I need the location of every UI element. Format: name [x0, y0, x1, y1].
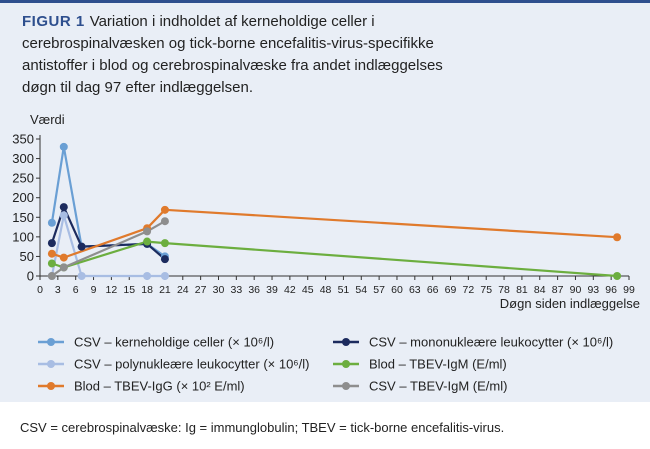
figure-panel: FIGUR 1 Variation i indholdet af kernehol…: [0, 0, 650, 402]
y-tick-label: 100: [12, 229, 34, 244]
y-tick-label: 350: [12, 132, 34, 147]
data-point: [143, 227, 152, 236]
x-axis-label: Døgn siden indlæggelse: [500, 296, 640, 311]
x-tick-label: 42: [284, 284, 296, 296]
data-point: [59, 203, 68, 212]
legend-item: Blod – TBEV-IgM (E/ml): [333, 357, 507, 372]
x-tick-label: 27: [195, 284, 207, 296]
data-point: [160, 272, 169, 280]
x-tick-label: 87: [552, 284, 564, 296]
legend-swatch-marker: [342, 360, 350, 368]
x-tick-label: 36: [248, 284, 260, 296]
data-point: [77, 272, 86, 280]
x-tick-label: 54: [355, 284, 367, 296]
figure-title-text: Variation i indholdet af kerneholdige ce…: [22, 13, 443, 96]
data-point: [59, 253, 68, 262]
legend-item: CSV – mononukleære leukocytter (× 10⁶/l): [333, 335, 613, 350]
x-tick-label: 78: [498, 284, 510, 296]
legend-swatch-marker: [47, 382, 55, 390]
legend-swatch-marker: [47, 360, 55, 368]
data-point: [47, 218, 56, 227]
legend-swatch-marker: [47, 338, 55, 346]
x-tick-label: 6: [73, 284, 79, 296]
x-tick-label: 84: [534, 284, 546, 296]
x-tick-label: 66: [427, 284, 439, 296]
data-point: [160, 205, 169, 214]
x-tick-label: 9: [91, 284, 97, 296]
x-tick-label: 21: [159, 284, 171, 296]
data-point: [160, 217, 169, 226]
x-tick-label: 12: [106, 284, 118, 296]
legend-label: CSV – kerneholdige celler (× 10⁶/l): [74, 335, 274, 350]
x-tick-label: 57: [373, 284, 385, 296]
data-point: [47, 259, 56, 268]
y-tick-label: 50: [20, 249, 34, 264]
x-tick-label: 93: [587, 284, 599, 296]
legend-label: CSV – TBEV-IgM (E/ml): [369, 379, 507, 394]
data-point: [47, 239, 56, 248]
legend-swatch-marker: [342, 338, 350, 346]
y-tick-label: 0: [27, 269, 34, 284]
y-tick-label: 250: [12, 171, 34, 186]
x-tick-label: 60: [391, 284, 403, 296]
data-point: [613, 272, 622, 280]
legend-label: Blod – TBEV-IgM (E/ml): [369, 357, 507, 372]
legend-item: CSV – polynukleære leukocytter (× 10⁶/l): [38, 357, 310, 372]
data-point: [613, 233, 622, 242]
data-point: [143, 272, 152, 280]
x-tick-label: 51: [338, 284, 350, 296]
x-tick-label: 33: [230, 284, 242, 296]
y-tick-label: 150: [12, 210, 34, 225]
x-tick-label: 39: [266, 284, 278, 296]
x-tick-label: 3: [55, 284, 61, 296]
legend-item: CSV – kerneholdige celler (× 10⁶/l): [38, 335, 274, 350]
data-point: [47, 249, 56, 258]
figure-label: FIGUR 1: [22, 13, 85, 30]
legend-label: CSV – mononukleære leukocytter (× 10⁶/l): [369, 335, 613, 350]
series-line-4: [51, 240, 618, 278]
x-tick-label: 0: [37, 284, 43, 296]
x-tick-label: 48: [320, 284, 332, 296]
figure-title: FIGUR 1 Variation i indholdet af kernehol…: [22, 11, 447, 99]
legend-label: CSV – polynukleære leukocytter (× 10⁶/l): [74, 357, 310, 372]
figure-footnote: CSV = cerebrospinalvæske: Ig = immunglob…: [20, 420, 505, 435]
x-tick-label: 24: [177, 284, 189, 296]
y-axis-label: Værdi: [30, 112, 65, 127]
data-point: [160, 255, 169, 264]
series-line-5: [51, 208, 618, 259]
y-tick-label: 300: [12, 151, 34, 166]
legend-item: Blod – TBEV-IgG (× 10² E/ml): [38, 379, 245, 394]
series-line-6: [51, 220, 166, 277]
data-point: [59, 263, 68, 272]
data-point: [47, 272, 56, 280]
x-tick-label: 72: [463, 284, 475, 296]
legend-item: CSV – TBEV-IgM (E/ml): [333, 379, 507, 394]
legend-swatch-marker: [342, 382, 350, 390]
x-tick-label: 90: [570, 284, 582, 296]
x-tick-label: 63: [409, 284, 421, 296]
x-tick-label: 18: [141, 284, 153, 296]
data-point: [59, 211, 68, 220]
x-tick-label: 45: [302, 284, 314, 296]
x-tick-label: 15: [123, 284, 135, 296]
x-tick-label: 99: [623, 284, 635, 296]
x-tick-label: 69: [445, 284, 457, 296]
data-point: [59, 142, 68, 151]
x-tick-label: 81: [516, 284, 528, 296]
legend-label: Blod – TBEV-IgG (× 10² E/ml): [74, 379, 245, 394]
x-tick-label: 30: [213, 284, 225, 296]
data-point: [143, 237, 152, 246]
x-tick-label: 96: [605, 284, 617, 296]
x-tick-label: 75: [480, 284, 492, 296]
y-tick-label: 200: [12, 190, 34, 205]
data-point: [77, 242, 86, 251]
data-point: [160, 239, 169, 248]
